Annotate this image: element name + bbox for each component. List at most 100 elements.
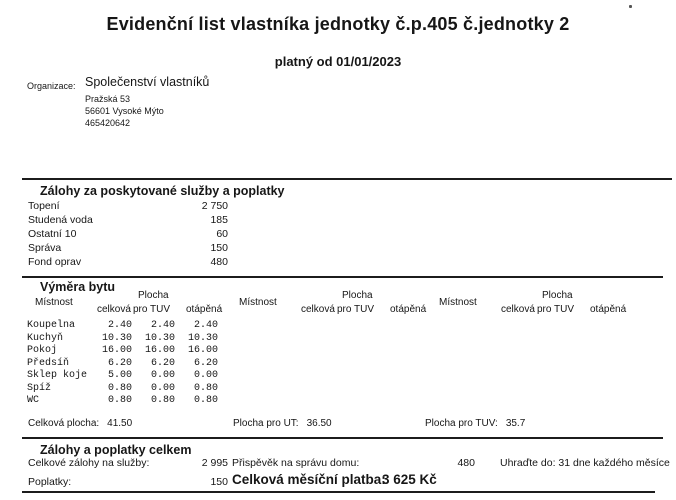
- area-heated-cell: 0.80: [193, 395, 218, 406]
- total-area-pair: Celková plocha: 41.50: [28, 418, 132, 429]
- room-column-header: Místnost: [35, 297, 73, 308]
- area-tuv-cell: 0.80: [150, 395, 175, 406]
- area-group-header: Plocha: [342, 290, 373, 301]
- room-column-header: Místnost: [239, 297, 277, 308]
- col-tuv-header: pro TUV: [133, 304, 171, 315]
- organization-address-line: 465420642: [85, 118, 131, 128]
- area-row: Spíž 0.80 0.00 0.80: [27, 383, 218, 396]
- area-table-header-group: Místnost Plocha celková pro TUV otápěná: [28, 289, 232, 317]
- area-total-cell: 0.80: [107, 382, 132, 394]
- area-heated-cell: 0.00: [193, 370, 218, 381]
- area-heated-cell: 10.30: [187, 332, 218, 344]
- area-row: Sklep koje 5.00 0.00 0.00: [27, 370, 218, 383]
- room-name: WC: [27, 395, 40, 406]
- divider: [22, 276, 663, 278]
- ut-area-pair: Plocha pro UT: 36.50: [233, 418, 332, 429]
- room-name: Kuchyň: [27, 332, 64, 344]
- col-heated-header: otápěná: [590, 304, 627, 315]
- col-total-header: celková: [301, 304, 335, 315]
- advance-item-label: Topení: [28, 200, 60, 212]
- advance-item-row: Fond oprav 480: [28, 256, 228, 268]
- organization-address-line: 56601 Vysoké Mýto: [85, 106, 164, 116]
- organization-address-line: Pražská 53: [85, 94, 131, 104]
- area-row: Koupelna 2.40 2.40 2.40: [27, 320, 218, 333]
- organization-label: Organizace:: [27, 81, 76, 91]
- room-name: Spíž: [27, 382, 52, 394]
- organization-name: Společenství vlastníků: [85, 75, 210, 89]
- total-area-value: 41.50: [107, 418, 133, 429]
- area-section-heading: Výměra bytu: [40, 280, 116, 294]
- advance-item-row: Správa 150: [28, 242, 228, 254]
- col-tuv-header: pro TUV: [337, 304, 375, 315]
- summary-section-heading: Zálohy a poplatky celkem: [40, 443, 192, 457]
- advance-item-value: 185: [210, 214, 228, 226]
- area-group-header: Plocha: [138, 290, 169, 301]
- fees-value: 150: [210, 476, 228, 488]
- ut-area-label: Plocha pro UT:: [233, 418, 299, 429]
- area-heated-cell: 6.20: [193, 357, 218, 369]
- col-heated-header: otápěná: [186, 304, 223, 315]
- col-total-header: celková: [97, 304, 131, 315]
- divider: [22, 178, 672, 180]
- due-date-text: Uhraďte do: 31 dne každého měsíce: [500, 457, 670, 469]
- col-heated-header: otápěná: [390, 304, 427, 315]
- room-name: Pokoj: [27, 345, 58, 356]
- total-area-label: Celková plocha:: [28, 418, 100, 429]
- room-name: Sklep koje: [27, 370, 88, 381]
- area-total-cell: 2.40: [107, 320, 132, 331]
- area-table-header-group: Místnost Plocha celková pro TUV otápěná: [232, 289, 436, 317]
- tuv-area-label: Plocha pro TUV:: [425, 418, 498, 429]
- advances-section-heading: Zálohy za poskytované služby a poplatky: [40, 184, 285, 198]
- contribution-label: Přispěvěk na správu domu:: [232, 457, 360, 469]
- divider: [22, 437, 663, 439]
- ut-area-value: 36.50: [306, 418, 332, 429]
- area-total-cell: 6.20: [107, 357, 132, 369]
- area-total-cell: 10.30: [101, 332, 132, 344]
- advance-item-label: Správa: [28, 242, 62, 254]
- divider: [22, 491, 655, 493]
- area-tuv-cell: 0.00: [150, 370, 175, 381]
- area-tuv-cell: 16.00: [144, 345, 175, 356]
- area-tuv-cell: 6.20: [150, 357, 175, 369]
- room-name: Předsíň: [27, 357, 70, 369]
- area-total-cell: 0.80: [107, 395, 132, 406]
- advance-item-row: Ostatní 10 60: [28, 228, 228, 240]
- col-tuv-header: pro TUV: [537, 304, 575, 315]
- organization-address: Pražská 53 56601 Vysoké Mýto 465420642: [85, 93, 164, 129]
- area-tuv-cell: 2.40: [150, 320, 175, 331]
- advance-item-row: Studená voda 185: [28, 214, 228, 226]
- area-row: Kuchyň 10.30 10.30 10.30: [27, 333, 218, 346]
- scan-speck: [629, 5, 632, 8]
- advance-item-value: 60: [216, 228, 228, 240]
- room-name: Koupelna: [27, 320, 76, 331]
- tuv-area-pair: Plocha pro TUV: 35.7: [425, 418, 525, 429]
- room-column-header: Místnost: [439, 297, 477, 308]
- services-total-value: 2 995: [201, 457, 228, 469]
- advance-item-row: Topení 2 750: [28, 200, 228, 212]
- area-heated-cell: 0.80: [193, 382, 218, 394]
- area-table: Koupelna 2.40 2.40 2.40 Kuchyň 10.30 10.30 10.…: [27, 320, 218, 408]
- monthly-total-label: Celková měsíční platba:: [232, 472, 386, 487]
- area-row: WC 0.80 0.80 0.80: [27, 395, 218, 408]
- area-tuv-cell: 10.30: [144, 332, 175, 344]
- advance-item-label: Ostatní 10: [28, 228, 77, 240]
- advance-item-label: Fond oprav: [28, 256, 82, 268]
- tuv-area-value: 35.7: [505, 418, 526, 429]
- fees-label: Poplatky:: [28, 476, 72, 488]
- services-total-label: Celkové zálohy na služby:: [28, 457, 150, 469]
- area-heated-cell: 2.40: [193, 320, 218, 331]
- monthly-total-value: 3 625 Kč: [382, 472, 437, 487]
- area-tuv-cell: 0.00: [150, 382, 175, 394]
- area-heated-cell: 16.00: [187, 345, 218, 356]
- advance-item-value: 150: [210, 242, 228, 254]
- area-group-header: Plocha: [542, 290, 573, 301]
- page-title: Evidenční list vlastníka jednotky č.p.40…: [106, 14, 570, 34]
- area-total-cell: 16.00: [101, 345, 132, 356]
- col-total-header: celková: [501, 304, 535, 315]
- valid-from-subtitle: platný od 01/01/2023: [274, 54, 402, 69]
- advance-item-value: 2 750: [201, 200, 228, 212]
- area-table-header-group: Místnost Plocha celková pro TUV otápěná: [432, 289, 636, 317]
- area-row: Pokoj 16.00 16.00 16.00: [27, 345, 218, 358]
- area-total-cell: 5.00: [107, 370, 132, 381]
